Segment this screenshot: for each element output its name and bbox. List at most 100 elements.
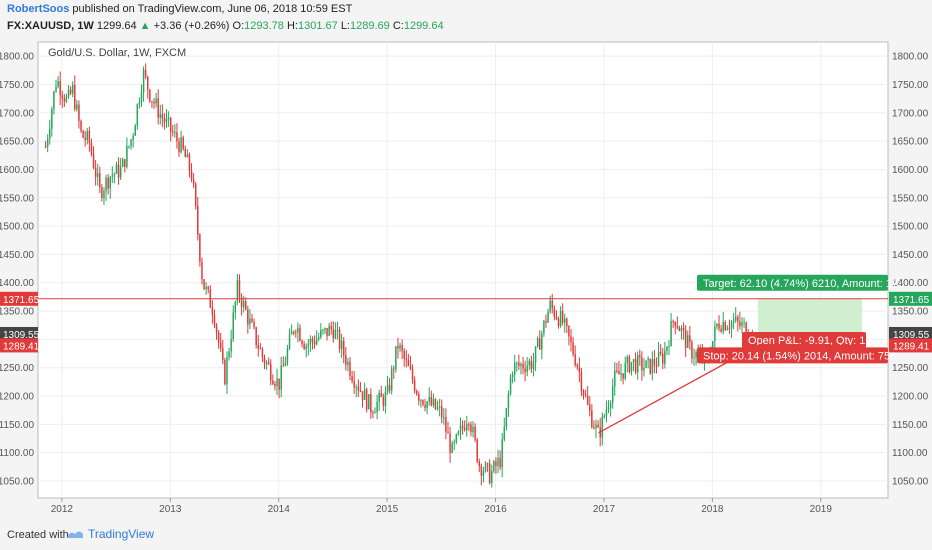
candle-body <box>420 400 422 402</box>
candle-body <box>466 424 468 430</box>
candle-body <box>251 318 253 323</box>
candle-body <box>244 301 247 310</box>
candle-body <box>105 177 107 192</box>
candle-body <box>611 386 614 403</box>
candle-body <box>80 120 82 131</box>
candle-body <box>111 175 114 177</box>
candle-body <box>614 370 616 387</box>
candle-body <box>651 359 654 374</box>
chart-title: Gold/U.S. Dollar, 1W, FXCM <box>48 47 186 59</box>
candle-body <box>232 312 234 340</box>
candle-body <box>620 373 622 375</box>
y-tick-label: 1250.00 <box>0 363 34 374</box>
x-tick-label: 2015 <box>376 504 399 515</box>
candle-body <box>136 104 139 126</box>
candle-body <box>194 183 197 207</box>
candle-body <box>547 311 549 323</box>
x-tick-label: 2017 <box>593 504 616 515</box>
candle-body <box>591 410 593 428</box>
price-labels: 1371.651309.551289.411371.651309.551289.… <box>0 291 932 353</box>
candle-body <box>315 339 318 345</box>
candle-body <box>224 359 226 385</box>
candle-body <box>163 118 166 123</box>
right-price-tag-bg <box>889 338 932 353</box>
candle-body <box>295 332 297 334</box>
symbol-label[interactable]: FX:XAUUSD, 1W <box>7 20 94 32</box>
candle-body <box>616 370 618 372</box>
candle-body <box>222 348 224 360</box>
candle-body <box>741 322 743 327</box>
candle-body <box>499 457 501 468</box>
candle-body <box>624 362 626 379</box>
candle-body <box>572 342 574 355</box>
candle-body <box>74 84 76 110</box>
chart-area[interactable]: 1050.001100.001150.001200.001250.001300.… <box>0 36 932 520</box>
candle-body <box>678 327 681 332</box>
candle-body <box>144 69 147 77</box>
stop-label-bg <box>697 347 888 364</box>
candle-body <box>563 318 566 323</box>
candle-body <box>267 362 270 365</box>
y-tick-label: 1150.00 <box>0 420 34 431</box>
y-tick-label: 1450.00 <box>0 250 34 261</box>
candle-body <box>507 394 510 409</box>
x-tick-label: 2016 <box>484 504 507 515</box>
candle-body <box>182 137 184 149</box>
candle-body <box>472 426 474 433</box>
last-price: 1299.64 <box>96 20 137 32</box>
y-tick-label: 1350.00 <box>892 307 929 318</box>
candle-body <box>101 187 103 199</box>
close-value: 1299.64 <box>403 20 444 32</box>
author-link[interactable]: RobertSoos <box>7 3 70 15</box>
candle-body <box>303 344 305 350</box>
candle-body <box>174 132 176 134</box>
candle-body <box>299 327 301 341</box>
candle-body <box>545 320 547 323</box>
high-label: H: <box>286 20 298 32</box>
price-chart[interactable]: 1050.001100.001150.001200.001250.001300.… <box>0 36 932 520</box>
candle-body <box>247 309 249 325</box>
candle-body <box>140 92 143 103</box>
candle-body <box>570 336 572 343</box>
pnl-label-bg <box>742 331 866 348</box>
candle-body <box>422 400 424 405</box>
candle-body <box>568 325 570 337</box>
right-price-tag: 1289.41 <box>893 341 930 352</box>
candle-body <box>217 332 220 343</box>
candle-body <box>687 335 689 348</box>
candle-body <box>265 362 268 364</box>
candle-body <box>178 141 180 153</box>
candle-body <box>365 389 368 410</box>
candle-body <box>253 322 255 328</box>
right-price-tag-bg <box>889 291 932 306</box>
candle-body <box>399 344 401 349</box>
candle-body <box>493 461 495 472</box>
candle-body <box>249 318 251 325</box>
candle-body <box>478 461 481 466</box>
candle-body <box>270 364 272 381</box>
candle-body <box>680 328 683 332</box>
candle-body <box>226 357 228 385</box>
candle-body <box>71 84 74 94</box>
candle-body <box>340 340 343 349</box>
tradingview-brand[interactable]: TradingView <box>66 527 154 541</box>
y-tick-label: 1550.00 <box>0 193 34 204</box>
candle-body <box>730 322 733 329</box>
candle-body <box>397 346 399 349</box>
candle-body <box>603 416 606 418</box>
candle-body <box>347 361 349 365</box>
candle-body <box>142 69 145 93</box>
candle-body <box>186 154 189 158</box>
candle-body <box>272 380 274 385</box>
candle-body <box>351 376 353 382</box>
candle-body <box>188 154 191 171</box>
low-label: L: <box>340 20 350 32</box>
candle-body <box>605 409 608 417</box>
candle-body <box>259 348 262 350</box>
x-axis: 2012 2013 2014 2015 2016 2017 2018 2019 <box>51 498 832 515</box>
candle-body <box>488 463 491 484</box>
candle-body <box>622 373 624 379</box>
candle-body <box>424 404 426 409</box>
candle-body <box>457 431 460 435</box>
x-tick-label: 2014 <box>268 504 291 515</box>
